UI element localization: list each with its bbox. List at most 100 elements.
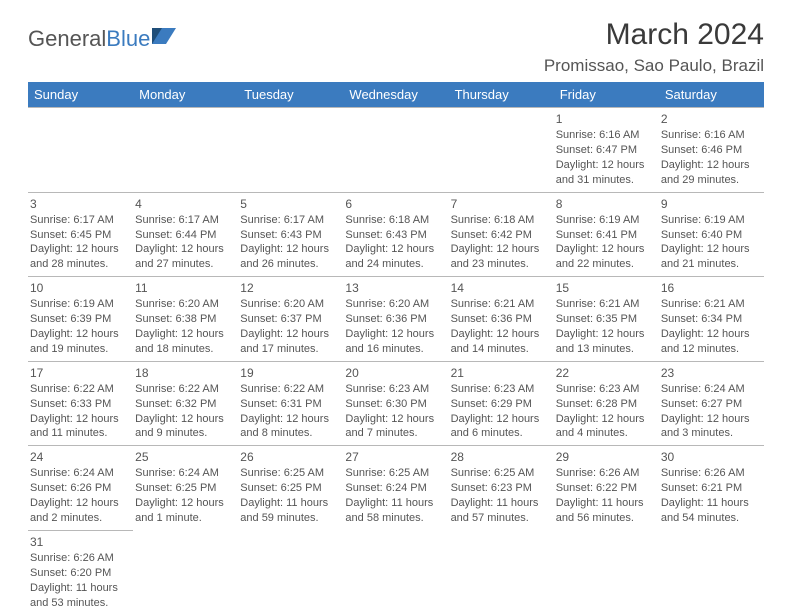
day-number: 25 [135, 449, 234, 465]
empty-cell [343, 108, 448, 193]
day-number: 26 [240, 449, 339, 465]
day-cell: 2Sunrise: 6:16 AMSunset: 6:46 PMDaylight… [659, 108, 764, 193]
day-cell: 10Sunrise: 6:19 AMSunset: 6:39 PMDayligh… [28, 277, 133, 362]
sunset-text: Sunset: 6:40 PM [661, 228, 760, 243]
daylight-text: Daylight: 11 hours and 54 minutes. [661, 496, 760, 526]
day-number: 15 [556, 280, 655, 296]
day-cell: 27Sunrise: 6:25 AMSunset: 6:24 PMDayligh… [343, 446, 448, 531]
sunset-text: Sunset: 6:31 PM [240, 397, 339, 412]
empty-cell [449, 108, 554, 193]
day-cell: 23Sunrise: 6:24 AMSunset: 6:27 PMDayligh… [659, 361, 764, 446]
day-cell: 12Sunrise: 6:20 AMSunset: 6:37 PMDayligh… [238, 277, 343, 362]
sunrise-text: Sunrise: 6:25 AM [345, 466, 444, 481]
flag-icon [152, 26, 178, 52]
day-cell: 19Sunrise: 6:22 AMSunset: 6:31 PMDayligh… [238, 361, 343, 446]
day-number: 11 [135, 280, 234, 296]
sunset-text: Sunset: 6:38 PM [135, 312, 234, 327]
day-number: 30 [661, 449, 760, 465]
daylight-text: Daylight: 12 hours and 31 minutes. [556, 158, 655, 188]
daylight-text: Daylight: 12 hours and 28 minutes. [30, 242, 129, 272]
sunset-text: Sunset: 6:30 PM [345, 397, 444, 412]
day-cell: 25Sunrise: 6:24 AMSunset: 6:25 PMDayligh… [133, 446, 238, 531]
sunset-text: Sunset: 6:25 PM [135, 481, 234, 496]
sunrise-text: Sunrise: 6:21 AM [661, 297, 760, 312]
daylight-text: Daylight: 11 hours and 57 minutes. [451, 496, 550, 526]
sunrise-text: Sunrise: 6:24 AM [135, 466, 234, 481]
empty-cell [343, 530, 448, 614]
daylight-text: Daylight: 12 hours and 24 minutes. [345, 242, 444, 272]
day-number: 19 [240, 365, 339, 381]
day-cell: 21Sunrise: 6:23 AMSunset: 6:29 PMDayligh… [449, 361, 554, 446]
day-number: 6 [345, 196, 444, 212]
day-cell: 14Sunrise: 6:21 AMSunset: 6:36 PMDayligh… [449, 277, 554, 362]
day-number: 22 [556, 365, 655, 381]
sunrise-text: Sunrise: 6:24 AM [30, 466, 129, 481]
sunrise-text: Sunrise: 6:20 AM [240, 297, 339, 312]
sunrise-text: Sunrise: 6:24 AM [661, 382, 760, 397]
daylight-text: Daylight: 12 hours and 11 minutes. [30, 412, 129, 442]
daylight-text: Daylight: 12 hours and 13 minutes. [556, 327, 655, 357]
sunset-text: Sunset: 6:41 PM [556, 228, 655, 243]
sunset-text: Sunset: 6:33 PM [30, 397, 129, 412]
day-cell: 18Sunrise: 6:22 AMSunset: 6:32 PMDayligh… [133, 361, 238, 446]
daylight-text: Daylight: 12 hours and 22 minutes. [556, 242, 655, 272]
sunset-text: Sunset: 6:35 PM [556, 312, 655, 327]
daylight-text: Daylight: 12 hours and 19 minutes. [30, 327, 129, 357]
sunrise-text: Sunrise: 6:20 AM [345, 297, 444, 312]
sunset-text: Sunset: 6:32 PM [135, 397, 234, 412]
day-header: Thursday [449, 82, 554, 108]
empty-cell [554, 530, 659, 614]
sunset-text: Sunset: 6:20 PM [30, 566, 129, 581]
daylight-text: Daylight: 12 hours and 18 minutes. [135, 327, 234, 357]
day-cell: 6Sunrise: 6:18 AMSunset: 6:43 PMDaylight… [343, 192, 448, 277]
day-cell: 24Sunrise: 6:24 AMSunset: 6:26 PMDayligh… [28, 446, 133, 531]
day-number: 9 [661, 196, 760, 212]
day-cell: 13Sunrise: 6:20 AMSunset: 6:36 PMDayligh… [343, 277, 448, 362]
sunrise-text: Sunrise: 6:17 AM [135, 213, 234, 228]
day-cell: 4Sunrise: 6:17 AMSunset: 6:44 PMDaylight… [133, 192, 238, 277]
sunrise-text: Sunrise: 6:25 AM [451, 466, 550, 481]
day-number: 29 [556, 449, 655, 465]
day-number: 12 [240, 280, 339, 296]
sunset-text: Sunset: 6:47 PM [556, 143, 655, 158]
day-cell: 8Sunrise: 6:19 AMSunset: 6:41 PMDaylight… [554, 192, 659, 277]
daylight-text: Daylight: 12 hours and 29 minutes. [661, 158, 760, 188]
logo-text-1: General [28, 26, 106, 52]
daylight-text: Daylight: 12 hours and 7 minutes. [345, 412, 444, 442]
daylight-text: Daylight: 12 hours and 3 minutes. [661, 412, 760, 442]
day-number: 23 [661, 365, 760, 381]
day-number: 18 [135, 365, 234, 381]
daylight-text: Daylight: 11 hours and 59 minutes. [240, 496, 339, 526]
sunset-text: Sunset: 6:45 PM [30, 228, 129, 243]
daylight-text: Daylight: 12 hours and 12 minutes. [661, 327, 760, 357]
day-cell: 7Sunrise: 6:18 AMSunset: 6:42 PMDaylight… [449, 192, 554, 277]
day-cell: 9Sunrise: 6:19 AMSunset: 6:40 PMDaylight… [659, 192, 764, 277]
sunset-text: Sunset: 6:44 PM [135, 228, 234, 243]
sunrise-text: Sunrise: 6:26 AM [556, 466, 655, 481]
empty-cell [28, 108, 133, 193]
logo-text-2: Blue [106, 26, 150, 52]
day-cell: 29Sunrise: 6:26 AMSunset: 6:22 PMDayligh… [554, 446, 659, 531]
day-number: 21 [451, 365, 550, 381]
sunrise-text: Sunrise: 6:25 AM [240, 466, 339, 481]
day-header: Sunday [28, 82, 133, 108]
sunrise-text: Sunrise: 6:19 AM [661, 213, 760, 228]
daylight-text: Daylight: 12 hours and 4 minutes. [556, 412, 655, 442]
sunset-text: Sunset: 6:22 PM [556, 481, 655, 496]
daylight-text: Daylight: 12 hours and 9 minutes. [135, 412, 234, 442]
daylight-text: Daylight: 11 hours and 56 minutes. [556, 496, 655, 526]
sunset-text: Sunset: 6:25 PM [240, 481, 339, 496]
empty-cell [659, 530, 764, 614]
day-cell: 1Sunrise: 6:16 AMSunset: 6:47 PMDaylight… [554, 108, 659, 193]
daylight-text: Daylight: 12 hours and 6 minutes. [451, 412, 550, 442]
day-header: Monday [133, 82, 238, 108]
day-number: 31 [30, 534, 129, 550]
sunrise-text: Sunrise: 6:18 AM [345, 213, 444, 228]
daylight-text: Daylight: 12 hours and 16 minutes. [345, 327, 444, 357]
day-cell: 28Sunrise: 6:25 AMSunset: 6:23 PMDayligh… [449, 446, 554, 531]
sunset-text: Sunset: 6:21 PM [661, 481, 760, 496]
sunset-text: Sunset: 6:43 PM [345, 228, 444, 243]
sunrise-text: Sunrise: 6:23 AM [556, 382, 655, 397]
empty-cell [133, 530, 238, 614]
sunrise-text: Sunrise: 6:22 AM [135, 382, 234, 397]
